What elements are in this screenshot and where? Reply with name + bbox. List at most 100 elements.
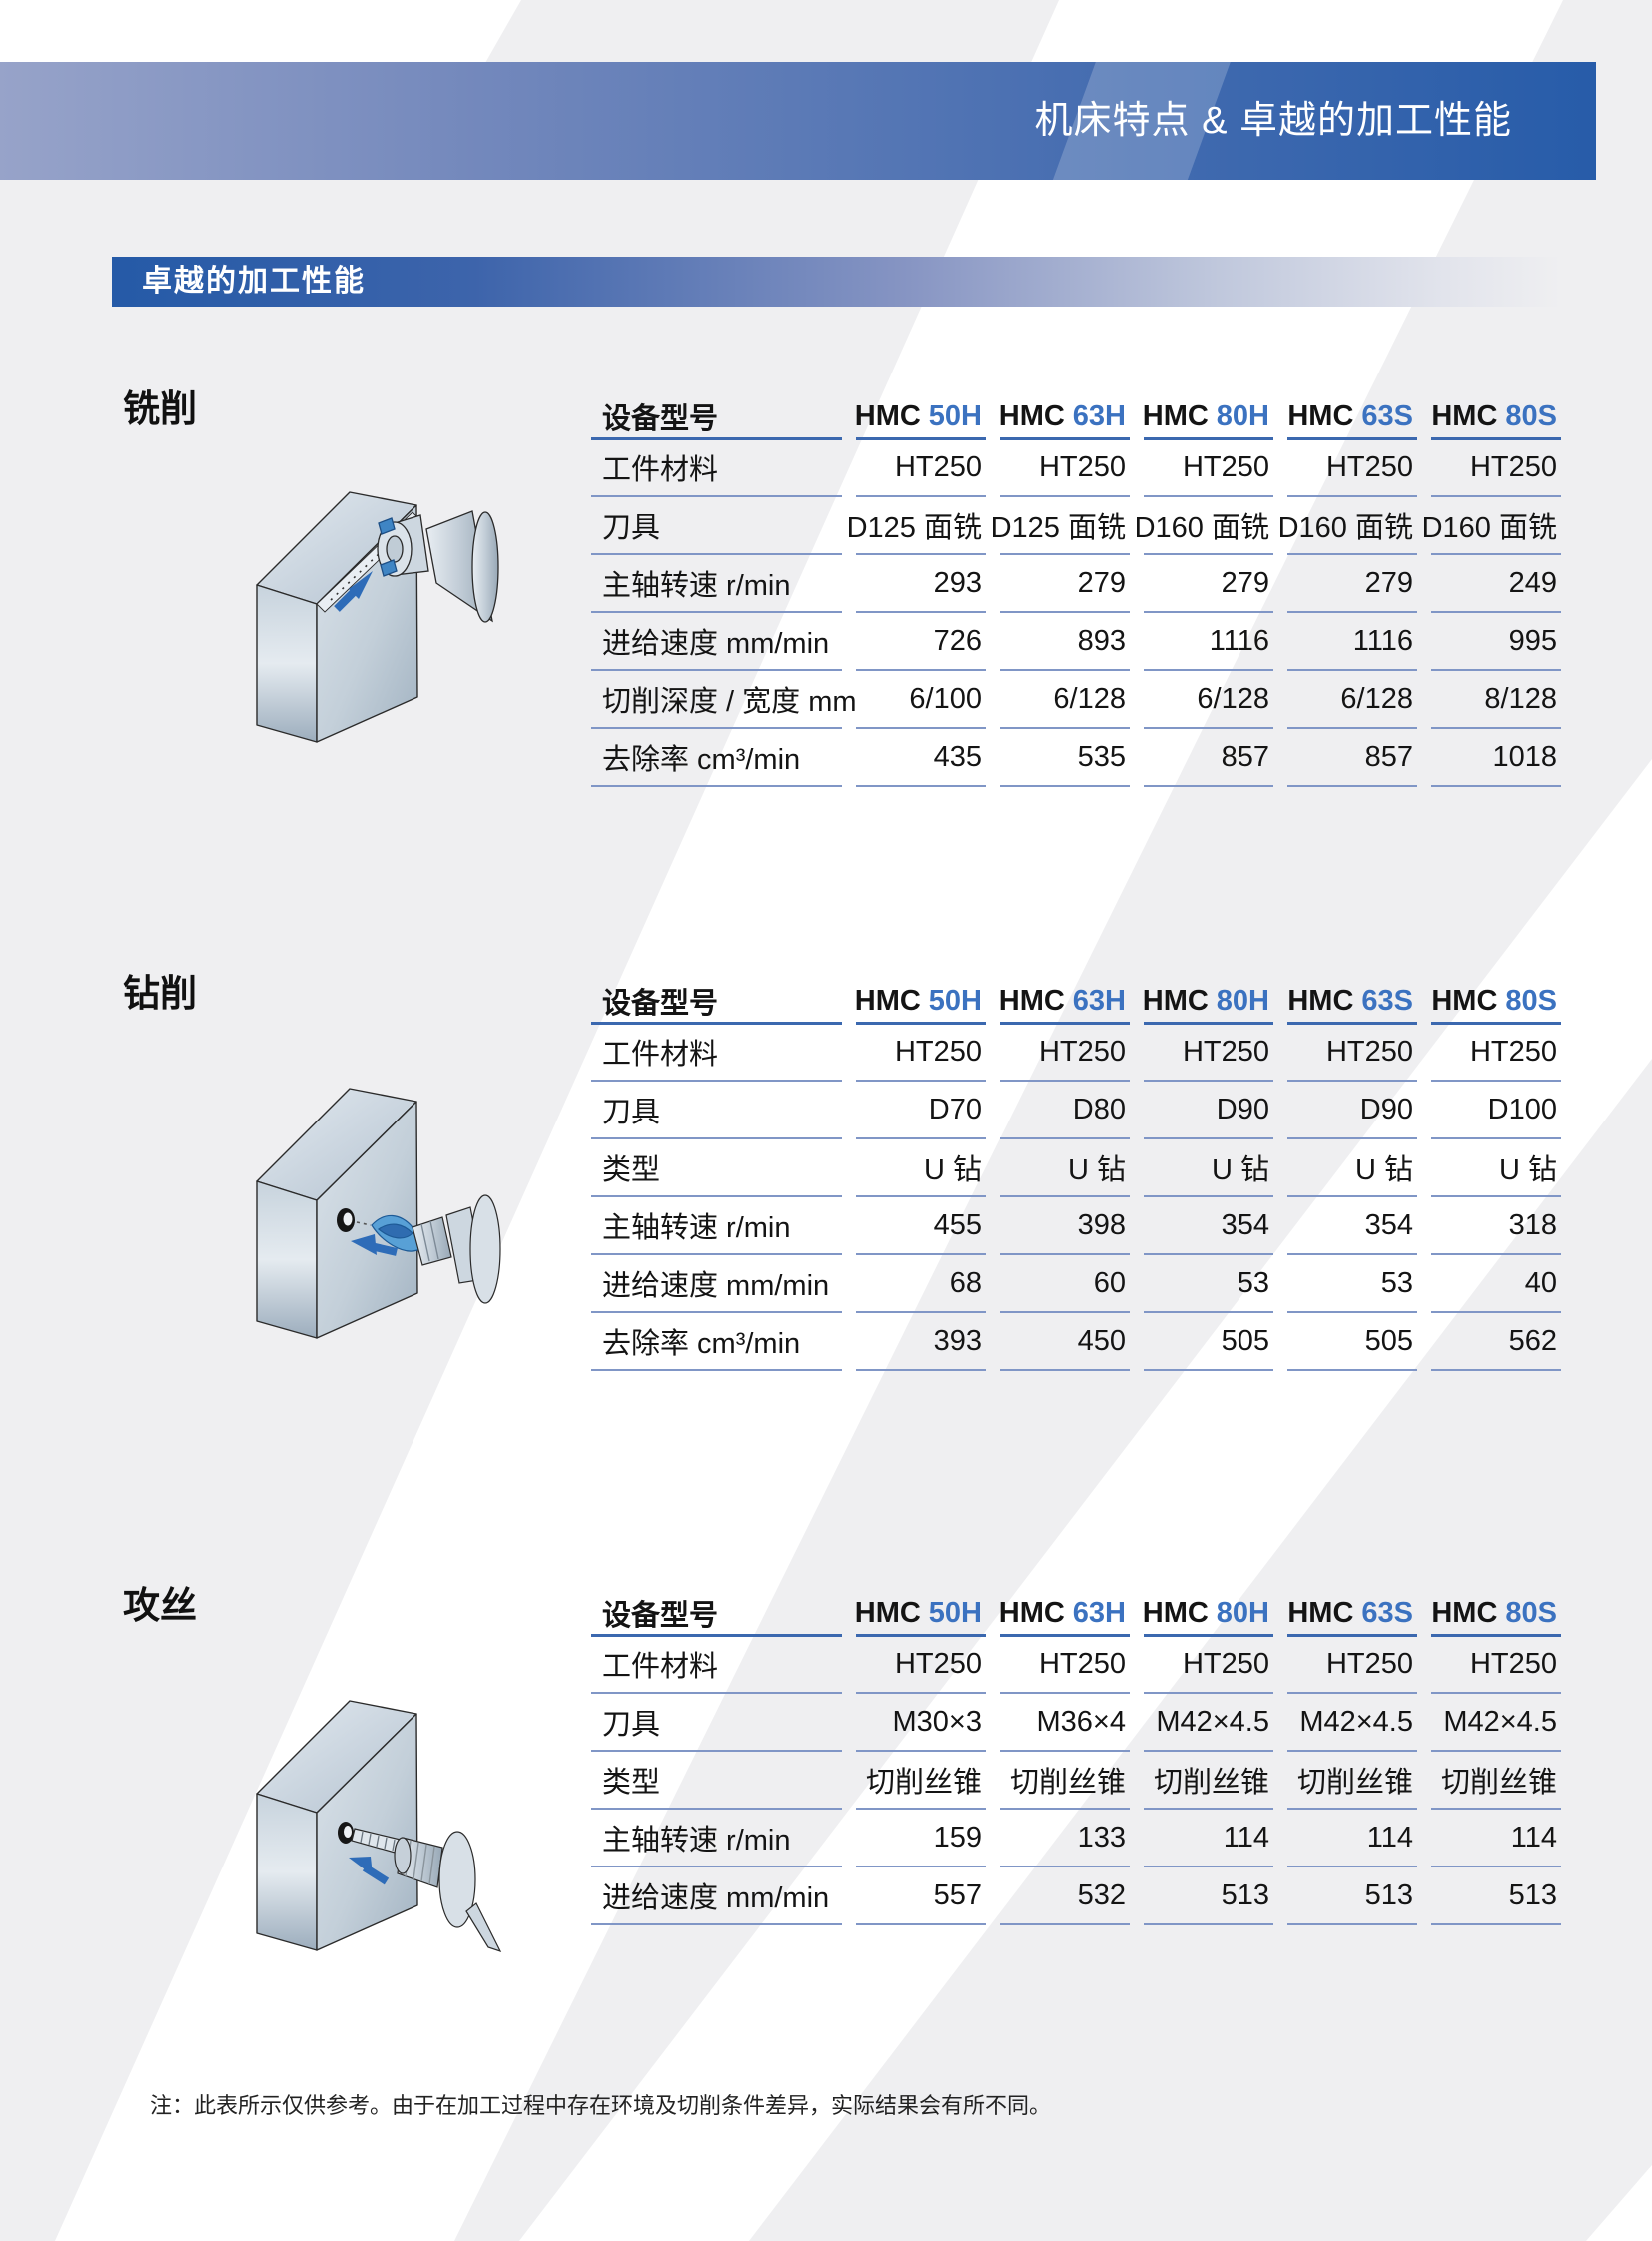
model-brand: HMC — [854, 1596, 921, 1629]
table-cell: HT250 — [1431, 1024, 1561, 1082]
tapping-table: 设备型号 HMC 50H HMC 63H HMC 80H HMC 63S HMC 80S … — [591, 1592, 1566, 1925]
table-cell: 114 — [1431, 1810, 1561, 1868]
milling-section-title: 铣削 — [123, 388, 197, 429]
table-cell: 893 — [1000, 613, 1130, 671]
column-header-hmc-80h: HMC 80H — [1142, 1592, 1273, 1637]
table-cell: 279 — [1287, 555, 1417, 613]
diagonal-band-right-arm — [519, 759, 1652, 2241]
table-cell: U 钻 — [1000, 1139, 1130, 1197]
column-header-hmc-63s: HMC 63S — [1287, 1592, 1417, 1637]
table-cell: 6/128 — [1287, 671, 1417, 729]
table-cell: D125 面铣 — [991, 497, 1130, 555]
drilling-illustration — [256, 1088, 501, 1339]
section-banner-title: 卓越的加工性能 — [142, 265, 366, 298]
row-label: 刀具 — [591, 497, 842, 555]
table-cell: 505 — [1144, 1313, 1273, 1371]
table-row: 刀具 D125 面铣 D125 面铣 D160 面铣 D160 面铣 D160 … — [591, 497, 1566, 555]
table-cell: U 钻 — [1287, 1139, 1417, 1197]
model-brand: HMC — [998, 984, 1065, 1017]
column-header-hmc-63h: HMC 63H — [998, 1592, 1130, 1637]
table-cell: D100 — [1431, 1082, 1561, 1139]
column-header-hmc-63h: HMC 63H — [998, 980, 1130, 1025]
diagonal-band-main — [55, 0, 1563, 2241]
table-cell: 513 — [1431, 1868, 1561, 1925]
table-row: 切削深度 / 宽度 mm 6/100 6/128 6/128 6/128 8/1… — [591, 671, 1566, 729]
row-label: 去除率 cm³/min — [591, 1313, 842, 1371]
table-row: 去除率 cm³/min 393 450 505 505 562 — [591, 1313, 1566, 1371]
table-row: 刀具 D70 D80 D90 D90 D100 — [591, 1082, 1566, 1139]
table-cell: U 钻 — [1431, 1139, 1561, 1197]
table-cell: HT250 — [1287, 1024, 1417, 1082]
table-cell: 393 — [856, 1313, 986, 1371]
column-header-model-label: 设备型号 — [591, 980, 842, 1025]
table-cell: 532 — [1000, 1868, 1130, 1925]
model-brand: HMC — [854, 984, 921, 1017]
table-cell: HT250 — [1000, 439, 1130, 497]
table-cell: 53 — [1144, 1255, 1273, 1313]
row-label: 去除率 cm³/min — [591, 729, 842, 787]
column-header-model-label: 设备型号 — [591, 1592, 842, 1637]
row-label: 主轴转速 r/min — [591, 555, 842, 613]
table-cell: 513 — [1144, 1868, 1273, 1925]
table-cell: HT250 — [1431, 439, 1561, 497]
workpiece-block — [256, 1088, 418, 1339]
table-cell: 562 — [1431, 1313, 1561, 1371]
table-cell: U 钻 — [856, 1139, 986, 1197]
table-cell: HT250 — [856, 439, 986, 497]
table-cell: M42×4.5 — [1144, 1694, 1273, 1752]
workpiece-block — [256, 1700, 418, 1951]
model-code: 63H — [1072, 984, 1126, 1017]
model-code: 50H — [928, 1596, 982, 1629]
table-row: 刀具 M30×3 M36×4 M42×4.5 M42×4.5 M42×4.5 — [591, 1694, 1566, 1752]
model-brand: HMC — [1142, 1596, 1209, 1629]
table-cell: D90 — [1144, 1082, 1273, 1139]
model-code: 80S — [1505, 1596, 1557, 1629]
feed-arrow-icon — [351, 1234, 398, 1256]
model-brand: HMC — [1431, 399, 1498, 432]
table-cell: HT250 — [1000, 1024, 1130, 1082]
model-code: 63H — [1072, 1596, 1126, 1629]
table-cell: 1116 — [1287, 613, 1417, 671]
table-row: 进给速度 mm/min 726 893 1116 1116 995 — [591, 613, 1566, 671]
table-row: 进给速度 mm/min 68 60 53 53 40 — [591, 1255, 1566, 1313]
table-row: 去除率 cm³/min 435 535 857 857 1018 — [591, 729, 1566, 787]
table-cell: HT250 — [1287, 439, 1417, 497]
table-cell: 1116 — [1144, 613, 1273, 671]
table-cell: 857 — [1287, 729, 1417, 787]
model-code: 80S — [1505, 984, 1557, 1017]
table-cell: 354 — [1287, 1197, 1417, 1255]
table-cell: 857 — [1144, 729, 1273, 787]
table-cell: M36×4 — [1000, 1694, 1130, 1752]
table-cell: 53 — [1287, 1255, 1417, 1313]
table-cell: D80 — [1000, 1082, 1130, 1139]
table-cell: 68 — [856, 1255, 986, 1313]
column-header-hmc-50h: HMC 50H — [854, 1592, 986, 1637]
model-brand: HMC — [998, 1596, 1065, 1629]
table-row: 主轴转速 r/min 293 279 279 279 249 — [591, 555, 1566, 613]
model-brand: HMC — [1287, 1596, 1354, 1629]
row-label: 进给速度 mm/min — [591, 613, 842, 671]
model-code: 50H — [928, 399, 982, 432]
table-cell: 114 — [1144, 1810, 1273, 1868]
table-cell: 切削丝锥 — [856, 1752, 986, 1810]
table-cell: 60 — [1000, 1255, 1130, 1313]
table-cell: 450 — [1000, 1313, 1130, 1371]
table-cell: 8/128 — [1431, 671, 1561, 729]
table-row: 工件材料 HT250 HT250 HT250 HT250 HT250 — [591, 1636, 1566, 1694]
table-cell: 切削丝锥 — [1431, 1752, 1561, 1810]
table-cell: D90 — [1287, 1082, 1417, 1139]
table-row: 主轴转速 r/min 159 133 114 114 114 — [591, 1810, 1566, 1868]
feed-arrow-icon — [349, 1857, 390, 1885]
model-code: 63H — [1072, 399, 1126, 432]
table-cell: 354 — [1144, 1197, 1273, 1255]
table-cell: 133 — [1000, 1810, 1130, 1868]
u-drill-tool — [371, 1194, 501, 1304]
table-cell: U 钻 — [1144, 1139, 1273, 1197]
table-cell: HT250 — [1000, 1636, 1130, 1694]
face-mill-cutter — [377, 510, 499, 623]
table-row: 进给速度 mm/min 557 532 513 513 513 — [591, 1868, 1566, 1925]
column-header-hmc-63h: HMC 63H — [999, 395, 1130, 440]
table-cell: D70 — [856, 1082, 986, 1139]
row-label: 工件材料 — [591, 1636, 842, 1694]
table-cell: D160 面铣 — [1135, 497, 1273, 555]
